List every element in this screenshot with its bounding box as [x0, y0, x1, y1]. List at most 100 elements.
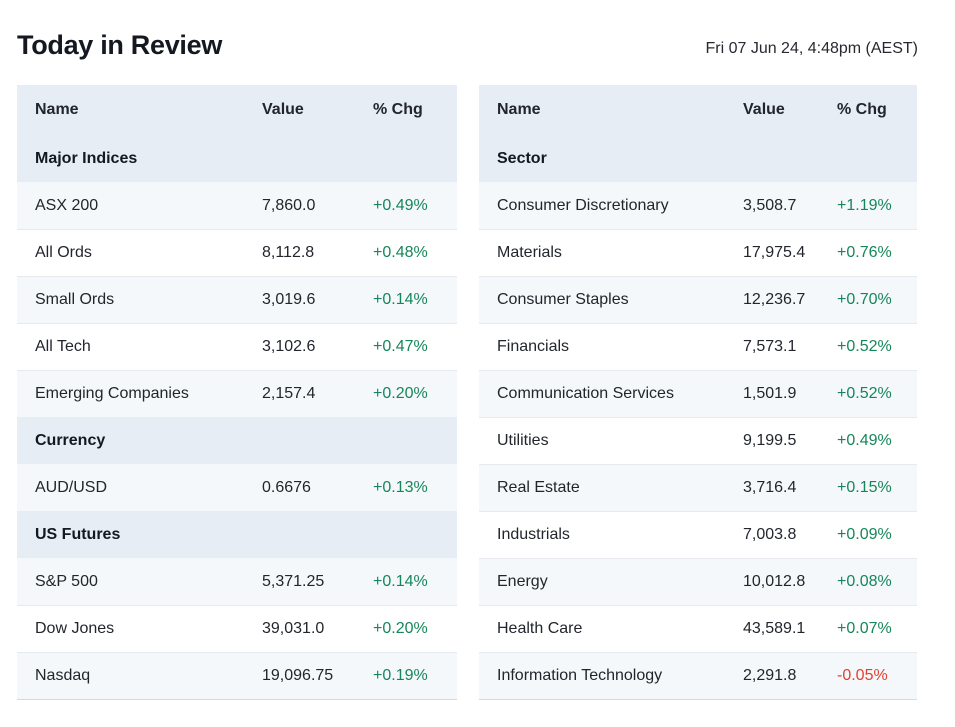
table-row: Communication Services 1,501.9 +0.52%	[479, 370, 917, 418]
section-title: Currency	[35, 431, 106, 449]
instrument-name: Health Care	[497, 620, 583, 638]
instrument-value: 19,096.75	[262, 667, 334, 685]
section-header-row: Sector	[479, 135, 917, 183]
page-header: Today in Review Fri 07 Jun 24, 4:48pm (A…	[17, 30, 918, 61]
column-header-value: Value	[743, 101, 785, 119]
instrument-name: Nasdaq	[35, 667, 91, 685]
section-title: Major Indices	[35, 149, 138, 167]
instrument-value: 7,573.1	[743, 338, 797, 356]
market-summary-tables: Name Value % Chg Major Indices ASX 200 7,8…	[17, 85, 918, 701]
table-row: Dow Jones 39,031.0 +0.20%	[17, 605, 457, 652]
instrument-name: Real Estate	[497, 479, 580, 497]
instrument-change: +1.19%	[837, 196, 892, 214]
table-row: Industrials 7,003.8 +0.09%	[479, 511, 917, 558]
page-title: Today in Review	[17, 30, 223, 60]
column-header-name: Name	[35, 101, 79, 119]
timestamp: Fri 07 Jun 24, 4:48pm (AEST)	[705, 40, 918, 58]
instrument-name: Utilities	[497, 432, 549, 450]
instrument-change: +0.49%	[837, 432, 892, 450]
sectors-table-body: Sector Consumer Discretionary 3,508.7 +1.19…	[479, 135, 917, 700]
table-row: AUD/USD 0.6676 +0.13%	[17, 464, 457, 512]
table-row: S&P 500 5,371.25 +0.14%	[17, 558, 457, 606]
table-row: Consumer Discretionary 3,508.7 +1.19%	[479, 182, 917, 230]
column-header-value: Value	[262, 101, 304, 119]
instrument-name: Information Technology	[497, 667, 663, 685]
instrument-value: 3,508.7	[743, 196, 797, 214]
table-row: Small Ords 3,019.6 +0.14%	[17, 276, 457, 324]
today-in-review-page: Today in Review Fri 07 Jun 24, 4:48pm (A…	[17, 30, 918, 701]
instrument-change: +0.52%	[837, 385, 892, 403]
instrument-value: 3,716.4	[743, 479, 797, 497]
instrument-change: +0.13%	[373, 478, 428, 496]
section-title: US Futures	[35, 525, 121, 543]
instrument-name: ASX 200	[35, 196, 99, 214]
sectors-table: Name Value % Chg Sector Consumer Discreti…	[479, 85, 917, 701]
instrument-change: +0.14%	[373, 291, 428, 309]
instrument-value: 39,031.0	[262, 620, 325, 638]
instrument-value: 2,157.4	[262, 385, 316, 403]
table-row: Information Technology 2,291.8 -0.05%	[479, 652, 917, 700]
instrument-name: Energy	[497, 573, 548, 591]
instrument-change: +0.14%	[373, 572, 428, 590]
table-row: Financials 7,573.1 +0.52%	[479, 323, 917, 370]
instrument-change: +0.09%	[837, 526, 892, 544]
instrument-name: Financials	[497, 338, 570, 356]
instrument-value: 43,589.1	[743, 620, 806, 638]
instrument-name: Consumer Discretionary	[497, 196, 669, 214]
instrument-change: +0.15%	[837, 479, 892, 497]
instrument-value: 2,291.8	[743, 667, 797, 685]
instrument-name: Communication Services	[497, 385, 674, 403]
column-header-chg: % Chg	[837, 101, 887, 119]
table-row: All Tech 3,102.6 +0.47%	[17, 323, 457, 370]
instrument-value: 1,501.9	[743, 385, 797, 403]
table-header-row: Name Value % Chg	[479, 85, 917, 136]
instrument-change: +0.76%	[837, 244, 892, 262]
instrument-change: +0.70%	[837, 291, 892, 309]
table-row: Utilities 9,199.5 +0.49%	[479, 417, 917, 464]
table-row: Real Estate 3,716.4 +0.15%	[479, 464, 917, 512]
instrument-name: Industrials	[497, 526, 570, 544]
column-header-chg: % Chg	[373, 101, 423, 119]
instrument-value: 3,019.6	[262, 291, 316, 309]
instrument-value: 9,199.5	[743, 432, 797, 450]
table-header-row: Name Value % Chg	[17, 85, 457, 136]
table-row: All Ords 8,112.8 +0.48%	[17, 229, 457, 276]
instrument-change: +0.47%	[373, 338, 428, 356]
instrument-value: 12,236.7	[743, 291, 806, 309]
table-row: Health Care 43,589.1 +0.07%	[479, 605, 917, 652]
table-row: Materials 17,975.4 +0.76%	[479, 229, 917, 276]
instrument-change: +0.19%	[373, 667, 428, 685]
instrument-change: +0.49%	[373, 196, 428, 214]
instrument-change: +0.48%	[373, 244, 428, 262]
table-row: Emerging Companies 2,157.4 +0.20%	[17, 370, 457, 418]
instrument-name: All Ords	[35, 244, 92, 262]
instrument-name: S&P 500	[35, 572, 98, 590]
instrument-name: All Tech	[35, 338, 91, 356]
indices-table-body: Major Indices ASX 200 7,860.0 +0.49% All Ord…	[17, 135, 457, 700]
instrument-value: 17,975.4	[743, 244, 806, 262]
table-row: Energy 10,012.8 +0.08%	[479, 558, 917, 606]
table-row: Nasdaq 19,096.75 +0.19%	[17, 652, 457, 700]
section-header-row: Currency	[17, 417, 457, 465]
section-header-row: US Futures	[17, 511, 457, 559]
instrument-name: AUD/USD	[35, 478, 108, 496]
instrument-name: Dow Jones	[35, 620, 115, 638]
instrument-name: Materials	[497, 244, 562, 262]
table-row: ASX 200 7,860.0 +0.49%	[17, 182, 457, 230]
instrument-change: +0.52%	[837, 338, 892, 356]
column-header-name: Name	[497, 101, 541, 119]
indices-table: Name Value % Chg Major Indices ASX 200 7,8…	[17, 85, 457, 701]
instrument-name: Consumer Staples	[497, 291, 629, 309]
instrument-name: Emerging Companies	[35, 385, 189, 403]
instrument-value: 10,012.8	[743, 573, 806, 591]
instrument-value: 7,860.0	[262, 196, 316, 214]
table-row: Consumer Staples 12,236.7 +0.70%	[479, 276, 917, 324]
instrument-change: +0.07%	[837, 620, 892, 638]
instrument-change: +0.20%	[373, 620, 428, 638]
instrument-name: Small Ords	[35, 291, 115, 309]
instrument-value: 3,102.6	[262, 338, 316, 356]
instrument-value: 7,003.8	[743, 526, 797, 544]
instrument-value: 0.6676	[262, 478, 311, 496]
instrument-change: +0.20%	[373, 385, 428, 403]
instrument-value: 5,371.25	[262, 572, 325, 590]
